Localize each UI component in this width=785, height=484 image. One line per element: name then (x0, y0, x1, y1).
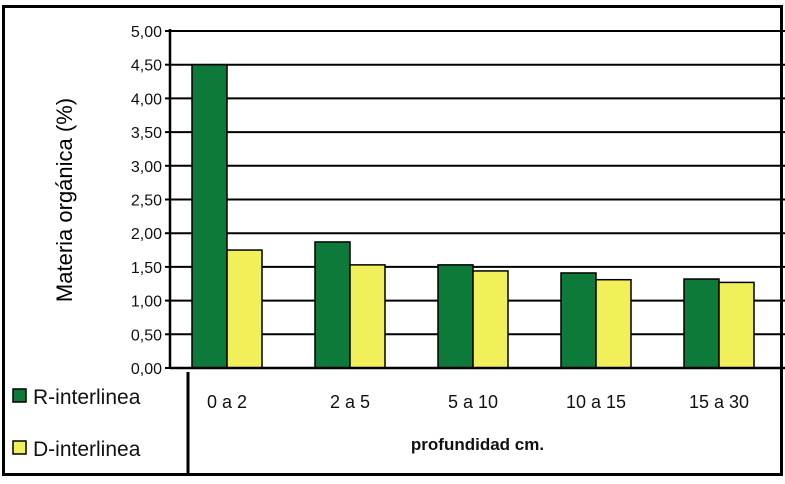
legend-label-r-interlinea: R-interlinea (33, 386, 141, 409)
y-tick-label: 4,00 (131, 91, 162, 108)
y-tick-label: 0,50 (131, 327, 162, 344)
legend-label-d-interlinea: D-interlinea (33, 438, 141, 461)
bar-d-interlinea-4 (595, 278, 632, 369)
bar-d-interlinea-1 (226, 249, 263, 369)
legend-swatch-r-interlinea (12, 388, 27, 403)
bar-d-interlinea-3 (472, 270, 509, 369)
bar-d-interlinea-5 (718, 281, 755, 369)
bar-d-interlinea-2 (349, 264, 386, 369)
bar-r-interlinea-2 (314, 241, 351, 369)
y-tick-label: 5,00 (131, 24, 162, 41)
y-tick-label: 0,00 (131, 361, 162, 378)
y-tick-label: 4,50 (131, 58, 162, 75)
x-axis-label: profundidad cm. (411, 435, 544, 454)
y-tick-label: 1,50 (131, 260, 162, 277)
y-tick-label: 3,50 (131, 125, 162, 142)
bar-r-interlinea-4 (560, 272, 597, 369)
chart-frame (2, 5, 783, 476)
x-tick-label: 5 a 10 (448, 392, 498, 412)
x-tick-label: 15 a 30 (689, 392, 749, 412)
x-tick-label: 2 a 5 (330, 392, 370, 412)
x-tick-label: 0 a 2 (207, 392, 247, 412)
bar-r-interlinea-5 (683, 278, 720, 369)
y-tick-label: 3,00 (131, 159, 162, 176)
bar-r-interlinea-3 (437, 264, 474, 369)
x-tick-label: 10 a 15 (566, 392, 626, 412)
y-tick-label: 2,50 (131, 193, 162, 210)
y-tick-label: 2,00 (131, 226, 162, 243)
bar-r-interlinea-1 (191, 63, 228, 369)
legend-swatch-d-interlinea (12, 440, 27, 455)
y-tick-label: 1,00 (131, 294, 162, 311)
y-axis-label: Materia orgánica (%) (52, 98, 77, 302)
